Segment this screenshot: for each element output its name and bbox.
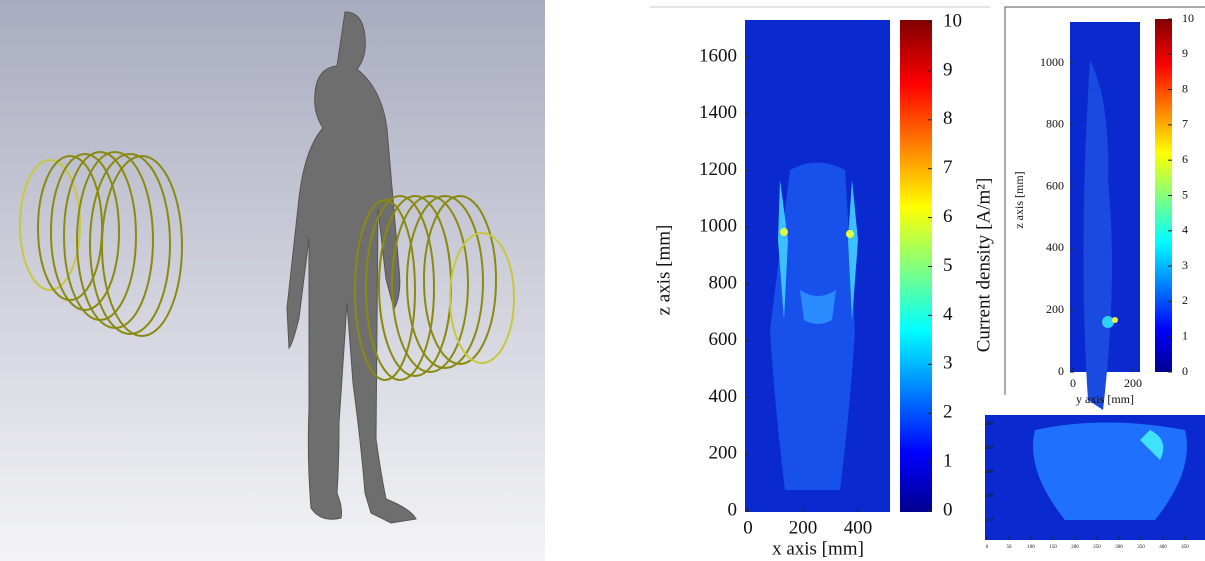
y-tick-label: 1200 (699, 159, 737, 180)
colorbar-tick-label: 5 (1182, 187, 1188, 201)
colorbar-tick-label: 7 (1182, 117, 1188, 131)
colorbar-tick-label: 8 (1182, 81, 1188, 95)
colorbar-tick-label: 0 (943, 499, 953, 520)
colorbar-tick-label: 9 (1182, 46, 1188, 60)
y-axis-label: z axis [mm] (653, 225, 674, 316)
colorbar-tick-label: 3 (943, 353, 953, 374)
y-tick-label: 1600 (699, 45, 737, 66)
x-tick-label: 150 (1049, 545, 1057, 550)
x-tick-label: 400 (1159, 545, 1167, 550)
y-tick-label: 50 (988, 494, 994, 499)
y-tick-label: 800 (709, 272, 738, 293)
colorbar-tick-label: 0 (1182, 364, 1188, 378)
x-tick-label: 100 (1027, 545, 1035, 550)
simulation-render (0, 0, 545, 561)
x-tick-label: 450 (1181, 545, 1189, 550)
colorbar-tick-label: 2 (943, 402, 953, 423)
x-tick-label: 200 (789, 517, 818, 538)
colorbar-tick-label: 4 (943, 304, 953, 325)
x-tick-label: 200 (1071, 545, 1079, 550)
figure: z axis [mm] x axis [mm] Current density … (0, 0, 1205, 561)
x-tick-label: 300 (1115, 545, 1123, 550)
y-tick-label: 600 (709, 329, 738, 350)
x-tick-label: 50 (1007, 545, 1013, 550)
y-tick-label: 100 (986, 470, 994, 475)
x-tick-label: 350 (1137, 545, 1145, 550)
colorbar-tick-label: 8 (943, 108, 953, 129)
transverse-heatmap (985, 415, 1205, 540)
colorbar (900, 20, 932, 512)
colorbar-tick-label: 3 (1182, 258, 1188, 272)
sagittal-heatmap (1070, 22, 1140, 410)
colorbar-label: Current density [A/m²] (973, 178, 994, 353)
colorbar-tick-label: 1 (943, 450, 953, 471)
y-tick-label: 200 (1046, 302, 1064, 316)
y-tick-label: 150 (986, 446, 994, 451)
x-tick-label: 0 (986, 545, 989, 550)
colorbar-tick-label: 10 (1182, 11, 1194, 25)
x-tick-label: 250 (1093, 545, 1101, 550)
y-tick-label: 400 (1046, 240, 1064, 254)
y-tick-label: 1000 (1040, 55, 1064, 69)
x-axis-label: y axis [mm] (1076, 392, 1134, 406)
colorbar-tick-label: 6 (943, 206, 953, 227)
y-tick-label: 1400 (699, 102, 737, 123)
colorbar-tick-label: 10 (943, 10, 962, 31)
y-tick-label: 600 (1046, 178, 1064, 192)
coronal-heatmap (745, 20, 890, 512)
x-tick-label: 400 (844, 517, 873, 538)
colorbar-tick-label: 5 (943, 255, 953, 276)
y-tick-label: 200 (986, 422, 994, 427)
colorbar-tick-label: 7 (943, 157, 953, 178)
y-tick-label: 0 (1058, 364, 1064, 378)
colorbar-tick-label: 4 (1182, 223, 1188, 237)
y-tick-label: 400 (709, 386, 738, 407)
y-tick-label: 800 (1046, 117, 1064, 131)
colorbar-tick-label: 9 (943, 59, 953, 80)
y-tick-label: 0 (728, 499, 738, 520)
x-axis-label: x axis [mm] (772, 538, 864, 559)
y-axis-label: z axis [mm] (1012, 171, 1026, 228)
x-tick-label: 0 (1070, 376, 1076, 390)
y-tick-label: 200 (709, 443, 738, 464)
x-tick-label: 0 (743, 517, 753, 538)
x-tick-label: 200 (1124, 376, 1142, 390)
y-tick-label: 1000 (699, 216, 737, 237)
colorbar-tick-label: 1 (1182, 328, 1188, 342)
colorbar-tick-label: 2 (1182, 293, 1188, 307)
colorbar-tick-label: 6 (1182, 152, 1188, 166)
